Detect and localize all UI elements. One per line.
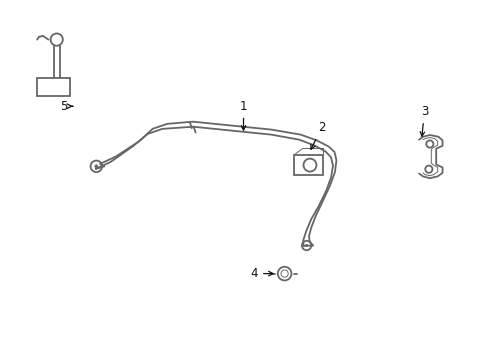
Circle shape xyxy=(95,165,98,168)
Text: 4: 4 xyxy=(250,267,272,280)
Text: 1: 1 xyxy=(239,100,247,130)
Bar xyxy=(37,78,70,96)
Text: 2: 2 xyxy=(310,121,325,149)
Text: 5: 5 xyxy=(60,100,73,113)
Text: 3: 3 xyxy=(419,105,427,136)
Bar xyxy=(294,155,322,175)
Circle shape xyxy=(305,244,307,247)
